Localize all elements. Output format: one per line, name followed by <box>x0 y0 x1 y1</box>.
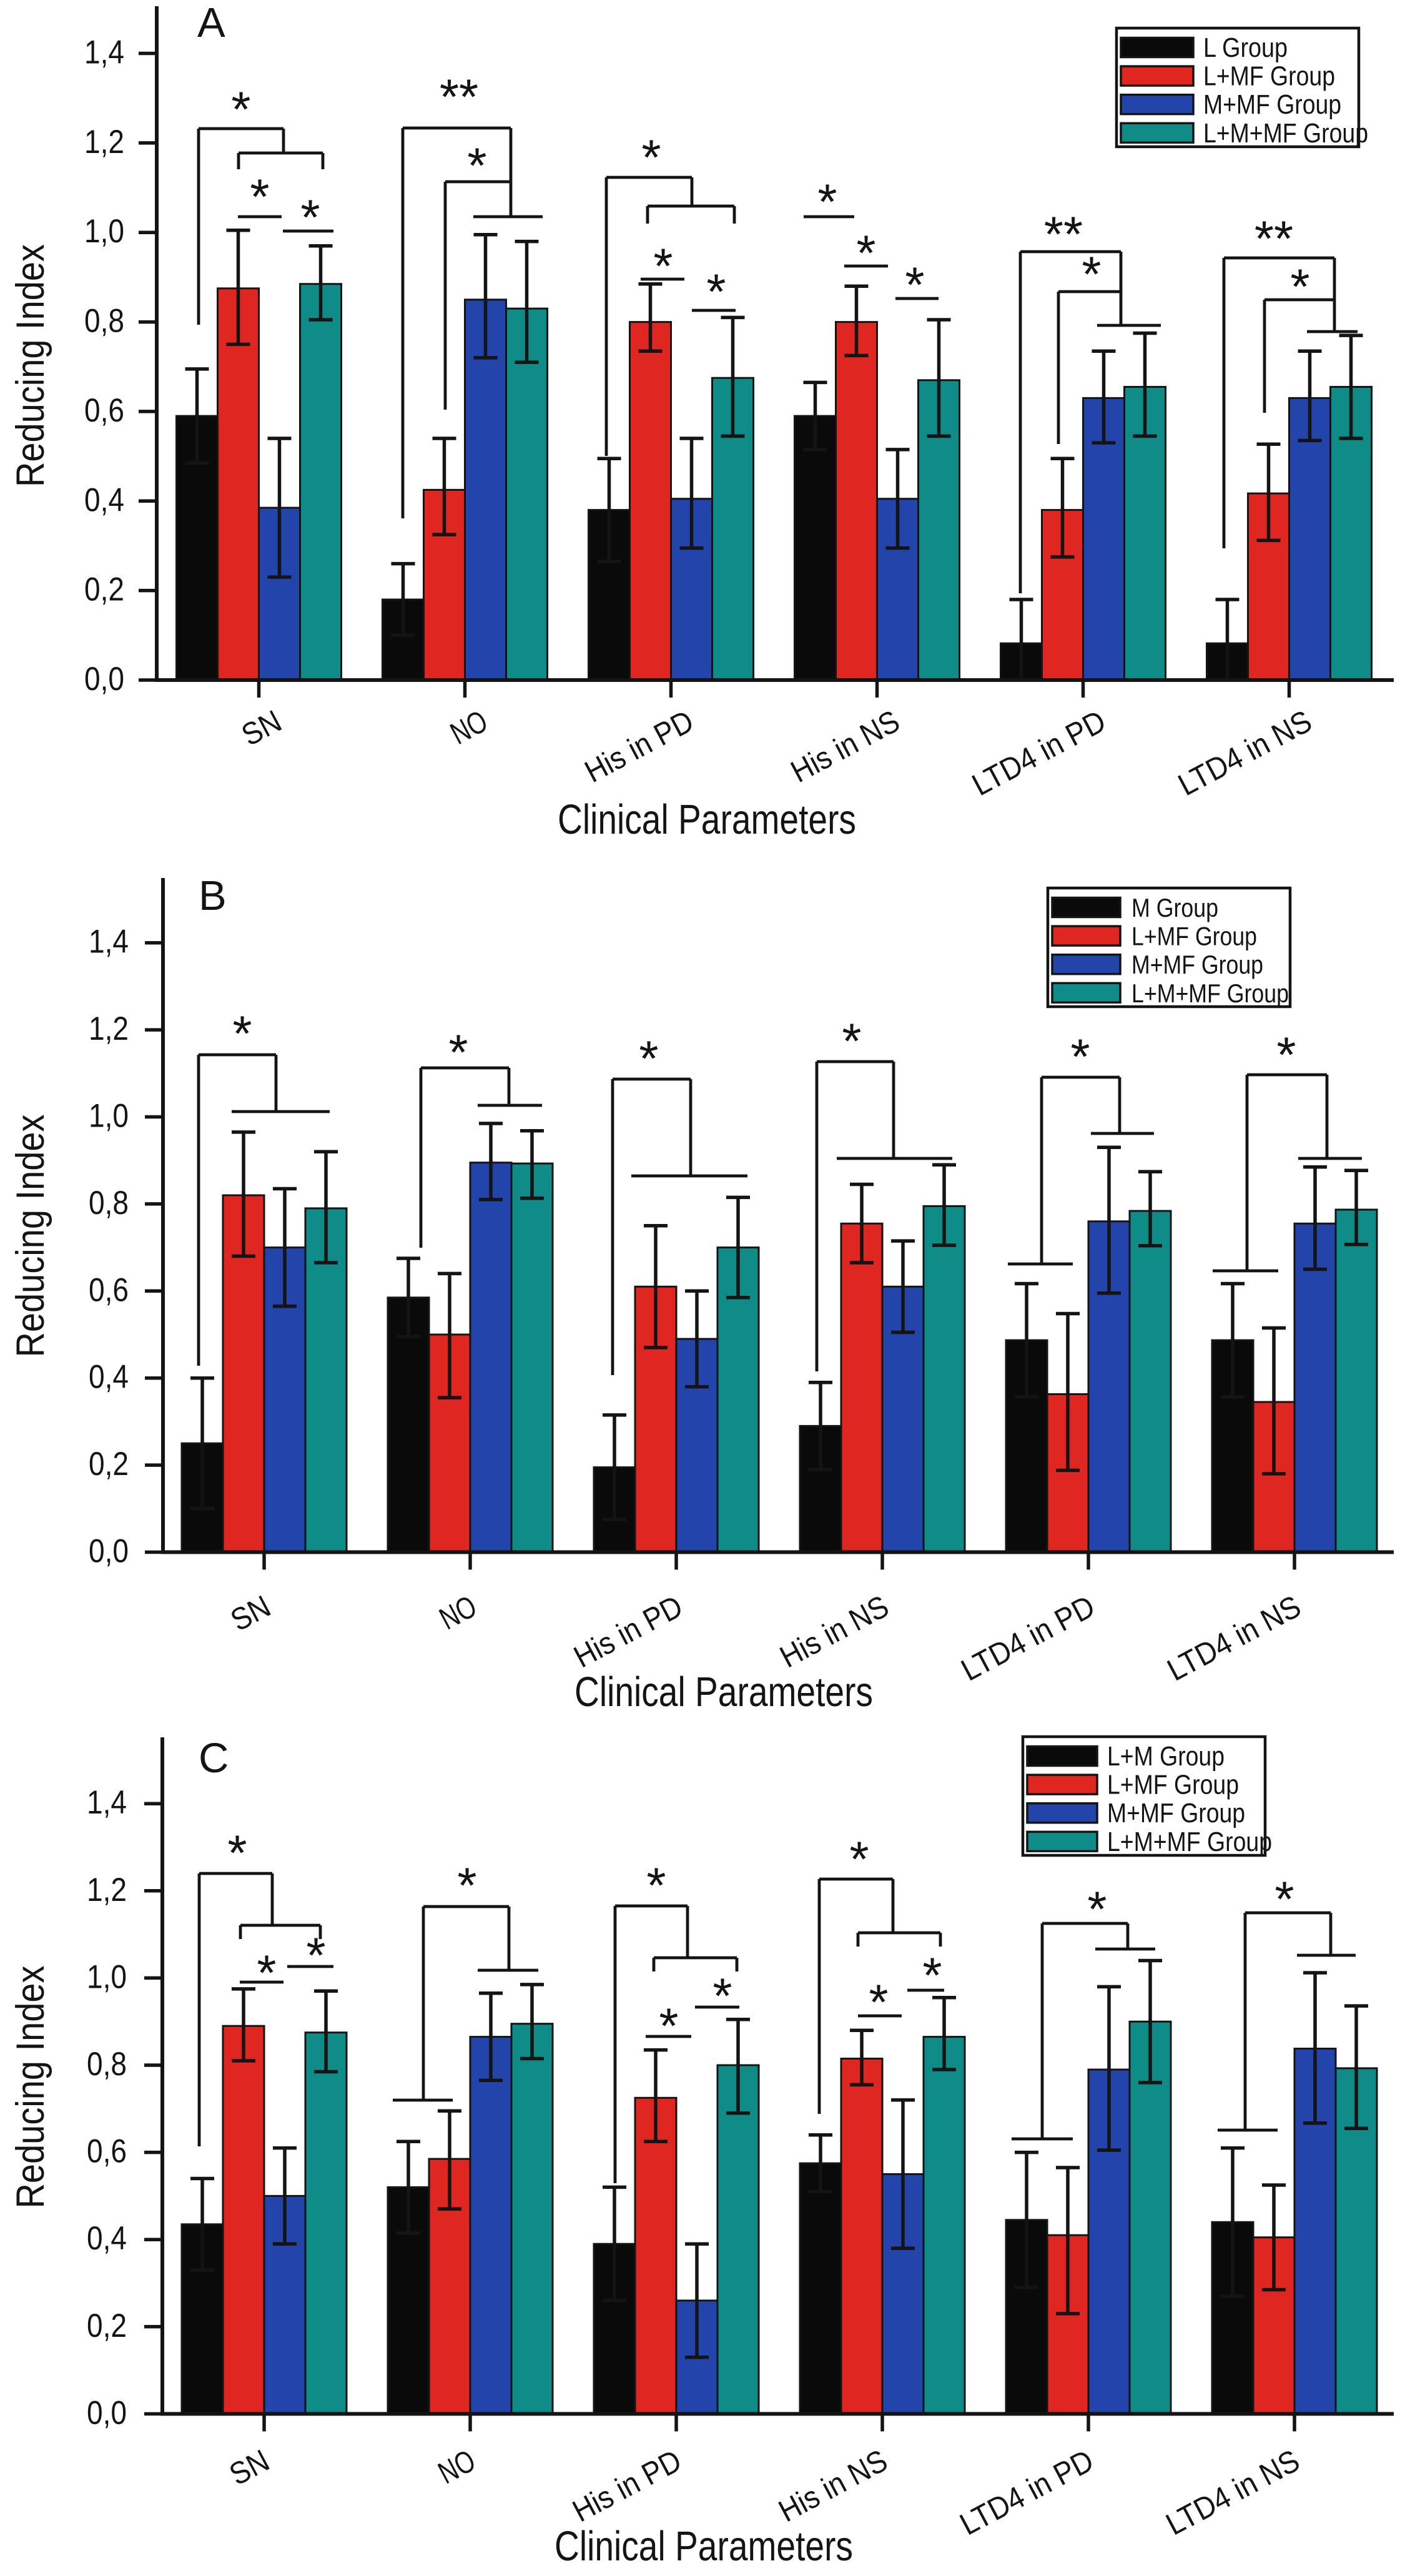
svg-text:0,6: 0,6 <box>89 1271 129 1308</box>
svg-text:M Group: M Group <box>1131 893 1218 922</box>
svg-text:*: * <box>706 264 726 319</box>
svg-text:0,8: 0,8 <box>87 2046 127 2083</box>
svg-text:*: * <box>448 1024 468 1080</box>
svg-text:**: ** <box>440 69 478 124</box>
svg-text:Reducing Index: Reducing Index <box>9 1115 52 1358</box>
svg-text:*: * <box>869 1974 888 2030</box>
svg-text:Clinical Parameters: Clinical Parameters <box>555 2523 853 2570</box>
svg-text:1,0: 1,0 <box>84 213 124 250</box>
svg-text:*: * <box>457 1857 476 1913</box>
svg-text:*: * <box>856 225 875 280</box>
svg-text:C: C <box>199 1735 229 1782</box>
svg-text:Reducing Index: Reducing Index <box>9 1966 52 2209</box>
svg-text:L+M Group: L+M Group <box>1107 1741 1225 1772</box>
svg-text:*: * <box>250 169 269 224</box>
svg-text:*: * <box>659 1998 678 2053</box>
svg-text:1,4: 1,4 <box>84 34 124 71</box>
svg-text:**: ** <box>1044 206 1083 262</box>
svg-text:0,8: 0,8 <box>84 303 124 340</box>
svg-text:1,4: 1,4 <box>89 924 129 960</box>
svg-text:M+MF Group: M+MF Group <box>1131 950 1263 979</box>
svg-text:1,4: 1,4 <box>87 1784 127 1821</box>
svg-text:0,2: 0,2 <box>89 1446 129 1483</box>
svg-text:0,6: 0,6 <box>87 2133 127 2170</box>
svg-text:L+M+MF Group: L+M+MF Group <box>1107 1827 1272 1857</box>
svg-text:L+MF Group: L+MF Group <box>1131 922 1257 951</box>
svg-text:*: * <box>646 1857 666 1913</box>
svg-text:*: * <box>842 1013 861 1068</box>
svg-text:*: * <box>922 1947 942 2003</box>
svg-text:L+M+MF Group: L+M+MF Group <box>1131 979 1289 1008</box>
svg-text:0,0: 0,0 <box>89 1533 129 1570</box>
svg-text:Clinical Parameters: Clinical Parameters <box>558 796 856 843</box>
svg-text:*: * <box>1087 1881 1107 1937</box>
svg-text:*: * <box>1290 259 1309 314</box>
svg-text:L+MF Group: L+MF Group <box>1203 61 1335 92</box>
svg-text:**: ** <box>1255 210 1293 266</box>
svg-text:A: A <box>197 0 225 46</box>
svg-text:1,2: 1,2 <box>89 1010 129 1047</box>
svg-text:L+M+MF Group: L+M+MF Group <box>1203 118 1368 149</box>
svg-text:*: * <box>1276 1027 1296 1082</box>
svg-text:*: * <box>1274 1871 1294 1927</box>
svg-text:0,4: 0,4 <box>84 481 124 518</box>
svg-text:Clinical Parameters: Clinical Parameters <box>574 1669 873 1715</box>
svg-text:0,2: 0,2 <box>87 2307 127 2344</box>
svg-text:0,0: 0,0 <box>87 2394 127 2431</box>
svg-text:*: * <box>467 137 486 193</box>
svg-text:*: * <box>653 238 673 294</box>
svg-text:M+MF Group: M+MF Group <box>1107 1798 1245 1828</box>
svg-text:*: * <box>817 174 837 229</box>
svg-text:0,0: 0,0 <box>84 661 124 698</box>
svg-text:*: * <box>1070 1029 1090 1084</box>
svg-text:1,0: 1,0 <box>87 1958 127 1995</box>
svg-text:1,0: 1,0 <box>89 1098 129 1135</box>
svg-text:L Group: L Group <box>1203 32 1288 63</box>
svg-text:*: * <box>300 189 320 245</box>
svg-text:*: * <box>849 1831 869 1887</box>
svg-text:*: * <box>232 1005 252 1061</box>
svg-text:*: * <box>257 1945 276 2000</box>
svg-text:M+MF Group: M+MF Group <box>1203 89 1341 120</box>
svg-text:*: * <box>1082 246 1101 302</box>
svg-text:*: * <box>712 1968 732 2023</box>
svg-text:0,8: 0,8 <box>89 1185 129 1221</box>
svg-text:0,2: 0,2 <box>84 571 124 608</box>
svg-text:*: * <box>641 129 661 185</box>
svg-text:*: * <box>231 81 250 137</box>
svg-text:*: * <box>905 257 924 312</box>
svg-text:*: * <box>227 1825 247 1880</box>
svg-text:B: B <box>199 872 227 919</box>
svg-text:0,4: 0,4 <box>89 1359 129 1396</box>
svg-text:1,2: 1,2 <box>87 1872 127 1908</box>
svg-text:1,2: 1,2 <box>84 124 124 160</box>
svg-text:L+MF Group: L+MF Group <box>1107 1770 1239 1800</box>
svg-text:Reducing Index: Reducing Index <box>9 244 52 487</box>
svg-text:0,6: 0,6 <box>84 392 124 429</box>
svg-text:0,4: 0,4 <box>87 2220 127 2257</box>
svg-text:*: * <box>639 1030 658 1086</box>
svg-text:*: * <box>306 1927 325 1983</box>
